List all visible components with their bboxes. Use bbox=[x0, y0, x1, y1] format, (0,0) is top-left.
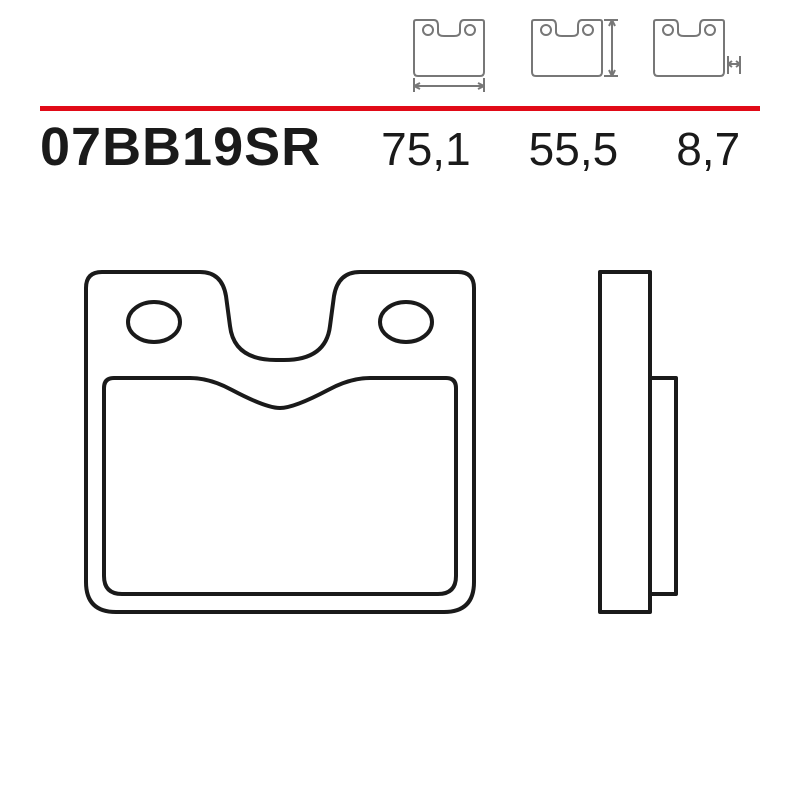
side-view bbox=[600, 272, 676, 612]
front-view bbox=[86, 272, 474, 612]
header-dimension-icons bbox=[400, 16, 742, 94]
dimension-height: 55,5 bbox=[529, 122, 619, 176]
spec-row: 07BB19SR 75,1 55,5 8,7 bbox=[40, 116, 760, 178]
pad-thickness-icon bbox=[644, 16, 742, 94]
pad-width-icon bbox=[400, 16, 498, 94]
part-number: 07BB19SR bbox=[40, 116, 321, 178]
accent-divider bbox=[40, 98, 760, 103]
page: 07BB19SR 75,1 55,5 8,7 bbox=[0, 0, 800, 800]
dimension-thickness: 8,7 bbox=[676, 122, 740, 176]
pad-height-icon bbox=[522, 16, 620, 94]
technical-drawing bbox=[40, 230, 760, 770]
dimension-width: 75,1 bbox=[381, 122, 471, 176]
